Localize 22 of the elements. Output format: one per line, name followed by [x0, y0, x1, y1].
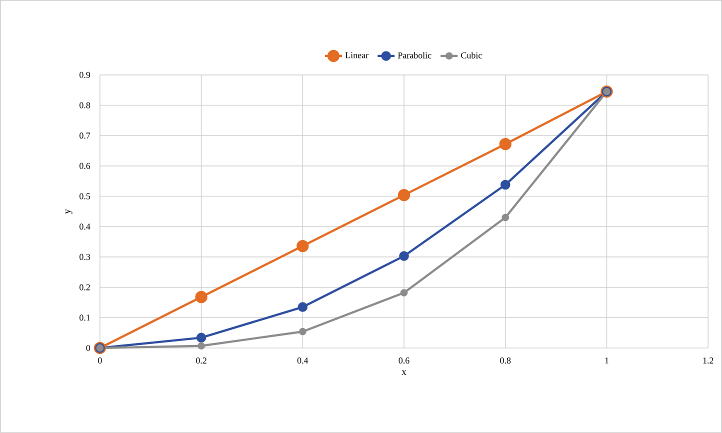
- x-tick-label: 1.2: [703, 358, 714, 364]
- y-tick-label: 0.8: [80, 102, 90, 108]
- y-tick-label: 0.5: [80, 193, 90, 200]
- y-tick-label: 0.4: [80, 224, 90, 230]
- y-tick-label: 0.9: [80, 72, 90, 78]
- legend-label: Linear: [345, 52, 368, 58]
- y-tick-label: 0.6: [80, 162, 90, 170]
- legend-label: Cubic: [461, 52, 482, 58]
- y-tick-label: 0.3: [80, 254, 90, 260]
- y-tick-label: 0.2: [80, 284, 90, 290]
- x-tick-label: 1: [605, 358, 608, 364]
- y-tick-label: 0.1: [80, 314, 90, 321]
- y-tick-label: 0.7: [80, 132, 90, 139]
- x-tick-label: 0.4: [297, 358, 308, 364]
- x-tick-label: 0: [98, 358, 102, 364]
- x-axis-title: x: [402, 370, 406, 376]
- x-tick-label: 0.6: [398, 358, 410, 364]
- x-tick-label: 0.8: [500, 358, 511, 364]
- y-tick-label: 0: [86, 345, 90, 352]
- x-tick-label: 0.2: [196, 358, 206, 364]
- y-axis-title: y: [66, 209, 72, 214]
- legend-label: Parabolic: [398, 52, 432, 58]
